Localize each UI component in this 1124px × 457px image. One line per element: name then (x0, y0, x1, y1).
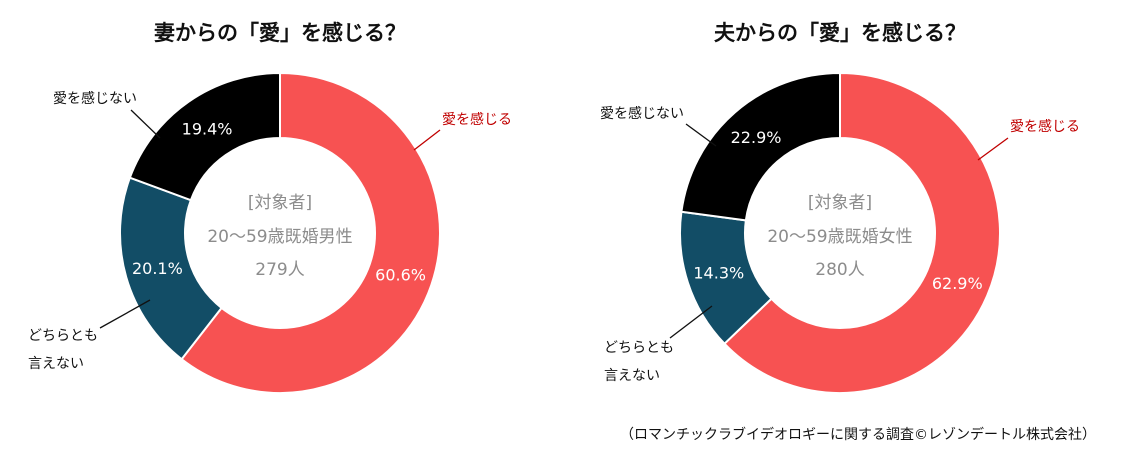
leader-line (413, 129, 441, 151)
slice-1 (180, 71, 441, 394)
leader-line (685, 123, 717, 147)
category-label: 愛を感じる (442, 111, 512, 128)
slice-value-label: 60.6% (375, 265, 426, 284)
category-label: どちらとも言えない (28, 328, 98, 372)
slice-value-label: 62.9% (932, 274, 983, 293)
leader-line (669, 305, 713, 339)
leader-line (977, 137, 1009, 161)
slice-3 (128, 71, 281, 202)
chart-title: 妻からの「愛」を感じる？ (154, 21, 406, 45)
category-label: どちらとも言えない (604, 340, 674, 384)
center-text-line: [対象者] (808, 193, 872, 213)
slice-3 (680, 71, 841, 222)
center-text-line: 280人 (815, 260, 864, 280)
category-label: 愛を感じない (53, 90, 137, 107)
slice-value-label: 20.1% (132, 259, 183, 278)
slice-value-label: 22.9% (731, 128, 782, 147)
slice-value-label: 14.3% (693, 264, 744, 283)
slice-1 (723, 71, 1001, 394)
slice-2 (119, 176, 223, 361)
center-text-line: 279人 (255, 260, 304, 280)
center-text-line: [対象者] (248, 193, 312, 213)
chart-1: 妻からの「愛」を感じる？ 60.6% 愛を感じる 20.1% どちらとも言えない 19.4… (28, 21, 512, 394)
category-label: 愛を感じる (1010, 118, 1080, 135)
slice-value-label: 19.4% (182, 119, 233, 138)
category-label: 愛を感じない (600, 105, 684, 122)
leader-line (99, 299, 151, 329)
leader-line (130, 109, 161, 139)
center-text-line: 20～59歳既婚男性 (207, 227, 352, 247)
source-note: （ロマンチックラブイデオロギーに関する調査©レゾンデートル株式会社） (620, 427, 1096, 443)
chart-2: 夫からの「愛」を感じる？ 62.9% 愛を感じる 14.3% どちらとも言えない 22.9… (600, 21, 1080, 394)
center-text-line: 20～59歳既婚女性 (767, 227, 912, 247)
chart-title: 夫からの「愛」を感じる？ (714, 21, 966, 45)
